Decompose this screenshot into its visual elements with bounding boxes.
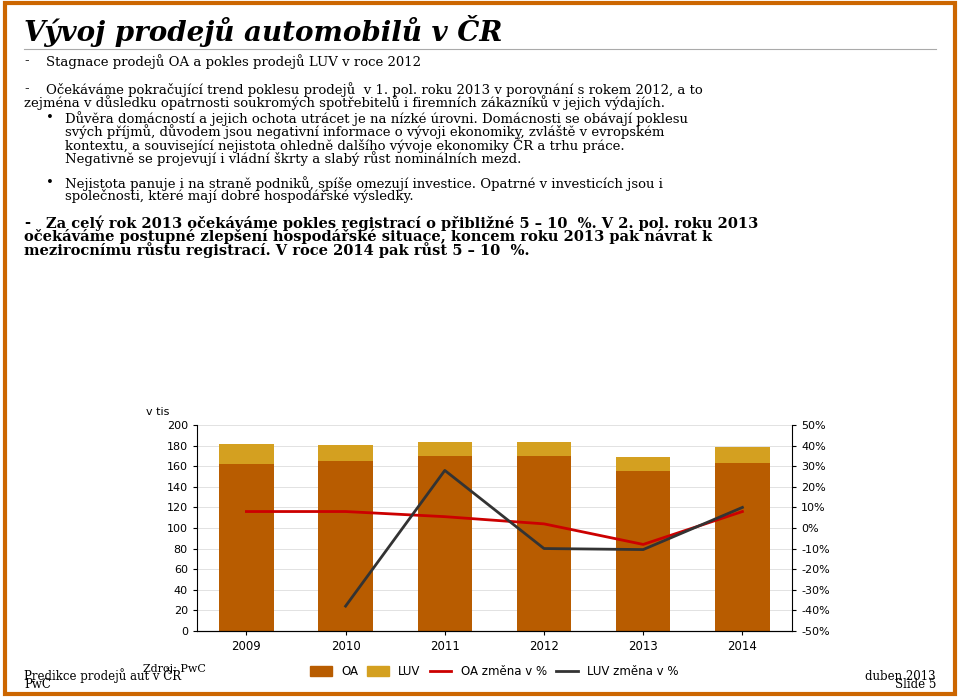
Text: Predikce prodejů aut v ČR: Predikce prodejů aut v ČR	[24, 668, 181, 683]
Text: •: •	[46, 112, 54, 124]
Text: •: •	[46, 176, 54, 189]
Text: Očekáváme pokračující trend poklesu prodejů  v 1. pol. roku 2013 v porovnání s r: Očekáváme pokračující trend poklesu prod…	[46, 82, 703, 97]
Text: Negativně se projevují i vládní škrty a slabý růst nominálních mezd.: Negativně se projevují i vládní škrty a …	[65, 151, 521, 166]
Text: očekáváme postupné zlepšení hospodářské situace, koncem roku 2013 pak návrat k: očekáváme postupné zlepšení hospodářské …	[24, 229, 712, 244]
Text: duben 2013: duben 2013	[865, 670, 936, 683]
Text: Stagnace prodejů OA a pokles prodejů LUV v roce 2012: Stagnace prodejů OA a pokles prodejů LUV…	[46, 54, 421, 69]
Text: PwC: PwC	[24, 678, 51, 691]
Text: mezirocnímu růstu registrací. V roce 2014 pak růst 5 – 10  %.: mezirocnímu růstu registrací. V roce 201…	[24, 243, 530, 259]
Bar	[319, 461, 372, 631]
Text: kontextu, a související nejistota ohledně dalšího vývoje ekonomiky ČR a trhu prá: kontextu, a související nejistota ohledn…	[65, 138, 625, 153]
Text: Zdroj: PwC: Zdroj: PwC	[143, 664, 206, 674]
Bar	[219, 464, 274, 631]
Text: Důvěra domácností a jejich ochota utrácet je na nízké úrovni. Domácnosti se obáv: Důvěra domácností a jejich ochota utráce…	[65, 112, 688, 126]
Bar	[715, 464, 770, 631]
Text: společnosti, které mají dobré hospodářské výsledky.: společnosti, které mají dobré hospodářsk…	[65, 190, 414, 204]
Text: zejména v důsledku opatrnosti soukromých spotřebitelů i firemních zákazníků v je: zejména v důsledku opatrnosti soukromých…	[24, 95, 665, 110]
Bar	[516, 442, 571, 456]
Text: v tis: v tis	[146, 407, 170, 417]
Bar	[319, 445, 372, 461]
Text: -: -	[24, 54, 29, 68]
Text: svých příjmů, důvodem jsou negativní informace o vývoji ekonomiky, zvláště v evr: svých příjmů, důvodem jsou negativní inf…	[65, 125, 664, 139]
Text: -: -	[24, 82, 29, 95]
Bar	[616, 471, 670, 631]
Bar	[516, 456, 571, 631]
Text: Za celý rok 2013 očekáváme pokles registrací o přibližné 5 – 10  %. V 2. pol. ro: Za celý rok 2013 očekáváme pokles regist…	[46, 216, 758, 231]
Text: -: -	[24, 216, 30, 230]
Bar	[616, 457, 670, 471]
Bar	[219, 444, 274, 464]
Text: Slide 5: Slide 5	[895, 678, 936, 691]
Bar	[715, 447, 770, 464]
Bar	[418, 442, 472, 456]
Text: Nejistota panuje i na straně podniků, spíše omezují investice. Opatrné v investi: Nejistota panuje i na straně podniků, sp…	[65, 176, 663, 191]
Legend: OA, LUV, OA změna v %, LUV změna v %: OA, LUV, OA změna v %, LUV změna v %	[305, 660, 684, 683]
Text: Vývoj prodejů automobilů v ČR: Vývoj prodejů automobilů v ČR	[24, 15, 502, 47]
Bar	[418, 456, 472, 631]
